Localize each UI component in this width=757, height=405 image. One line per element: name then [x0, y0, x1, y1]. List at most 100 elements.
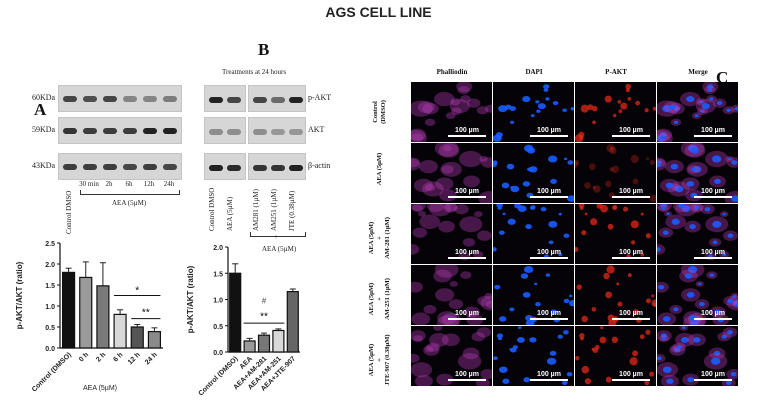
- scale-bar: 100 µm: [694, 188, 732, 198]
- scale-bar-label: 100 µm: [455, 127, 479, 134]
- scale-bar: 100 µm: [448, 310, 486, 320]
- scale-bar-label: 100 µm: [619, 249, 643, 256]
- p-akt-signal: [639, 334, 645, 340]
- nucleus: [701, 103, 710, 110]
- nucleus: [507, 218, 516, 225]
- cell: [411, 158, 421, 171]
- nucleus: [698, 282, 702, 286]
- nucleus: [707, 88, 713, 92]
- p-akt-signal: [579, 206, 584, 211]
- p-akt-signal: [576, 284, 582, 290]
- cell: [438, 220, 455, 233]
- scale-bar-line: [448, 379, 486, 381]
- lane-label: AM281 (1µM): [252, 189, 260, 231]
- cell: [438, 143, 460, 158]
- channel-header: Merge: [688, 68, 708, 76]
- x-tick-label: 0 h: [78, 351, 90, 363]
- cell: [411, 204, 426, 212]
- nucleus: [528, 166, 538, 173]
- cell: [730, 104, 738, 113]
- p-akt-signal: [632, 178, 639, 185]
- p-akt-signal: [617, 99, 622, 104]
- lane-label: 24h: [163, 180, 175, 188]
- nucleus: [497, 206, 502, 210]
- cell: [411, 244, 420, 255]
- cell: [422, 102, 439, 115]
- scale-bar-line: [530, 379, 568, 381]
- bracket: [80, 190, 180, 195]
- nucleus: [501, 182, 510, 189]
- cell: [462, 347, 480, 360]
- protein-band: [227, 165, 241, 171]
- p-akt-signal: [630, 220, 639, 229]
- protein-band: [271, 165, 285, 171]
- nucleus: [523, 265, 534, 274]
- row-label-line: AEA (5µM): [368, 343, 375, 377]
- cell: [411, 353, 420, 363]
- nucleus: [673, 307, 679, 312]
- nucleus: [493, 247, 497, 252]
- y-tick-label: 0.0: [213, 350, 223, 357]
- nucleus: [522, 291, 531, 298]
- micrograph: 100 µm: [411, 143, 492, 203]
- nucleus: [726, 380, 732, 385]
- scale-bar-line: [612, 257, 650, 259]
- cell: [413, 178, 434, 193]
- blot-strip: [204, 117, 246, 144]
- nucleus: [681, 336, 689, 343]
- nucleus: [494, 284, 501, 290]
- cell: [460, 95, 471, 103]
- micrograph: 100 µm: [411, 204, 492, 264]
- p-akt-signal: [579, 333, 585, 339]
- y-tick-label: 1.0: [213, 298, 223, 305]
- nucleus: [657, 247, 661, 252]
- blot-b-header: Treatments at 24 hours: [222, 68, 287, 76]
- p-akt-signal: [584, 378, 592, 385]
- nucleus: [523, 377, 531, 383]
- nucleus: [686, 291, 695, 298]
- cell: [473, 211, 483, 218]
- scale-bar-label: 100 µm: [537, 127, 561, 134]
- cell: [463, 175, 480, 188]
- scale-bar: 100 µm: [612, 371, 650, 381]
- nucleus: [569, 294, 573, 298]
- nucleus: [510, 185, 520, 193]
- nucleus: [535, 100, 540, 104]
- scale-bar: 100 µm: [612, 249, 650, 259]
- row-label-line: AEA (5µM): [368, 282, 375, 316]
- scale-bar-line: [448, 135, 486, 137]
- nucleus: [570, 106, 574, 111]
- row-label-line: AM-251 (1µM): [384, 278, 391, 320]
- nucleus: [734, 106, 738, 111]
- p-akt-signal: [596, 204, 603, 209]
- p-akt-signal: [625, 83, 632, 90]
- p-akt-signal: [603, 272, 610, 280]
- cell: [731, 300, 738, 309]
- nucleus: [563, 298, 570, 304]
- row-label-line: +: [376, 358, 383, 362]
- bar: [286, 291, 299, 353]
- nucleus: [558, 212, 562, 216]
- micrograph: 100 µm: [493, 204, 574, 264]
- nucleus: [678, 204, 686, 209]
- nucleus: [662, 366, 672, 373]
- cell: [450, 107, 462, 116]
- nucleus: [497, 135, 502, 140]
- scale-bar-line: [530, 196, 568, 198]
- panel-label-b: B: [258, 40, 270, 59]
- cell: [437, 315, 460, 325]
- cell: [444, 204, 458, 212]
- scale-bar: 100 µm: [448, 127, 486, 137]
- nucleus: [550, 309, 558, 315]
- nucleus: [665, 182, 674, 189]
- nucleus: [536, 109, 541, 113]
- y-tick-label: 1.5: [213, 271, 223, 278]
- nucleus: [727, 298, 734, 304]
- scale-bar: 100 µm: [694, 127, 732, 137]
- cell: [434, 265, 459, 278]
- p-akt-signal: [627, 273, 632, 278]
- row-label: AEA (5µM) + JTE-907 (0.38µM): [368, 330, 392, 390]
- scale-bar-line: [694, 379, 732, 381]
- protein-band: [209, 129, 223, 135]
- row-label-line: AM-281 (1µM): [384, 217, 391, 259]
